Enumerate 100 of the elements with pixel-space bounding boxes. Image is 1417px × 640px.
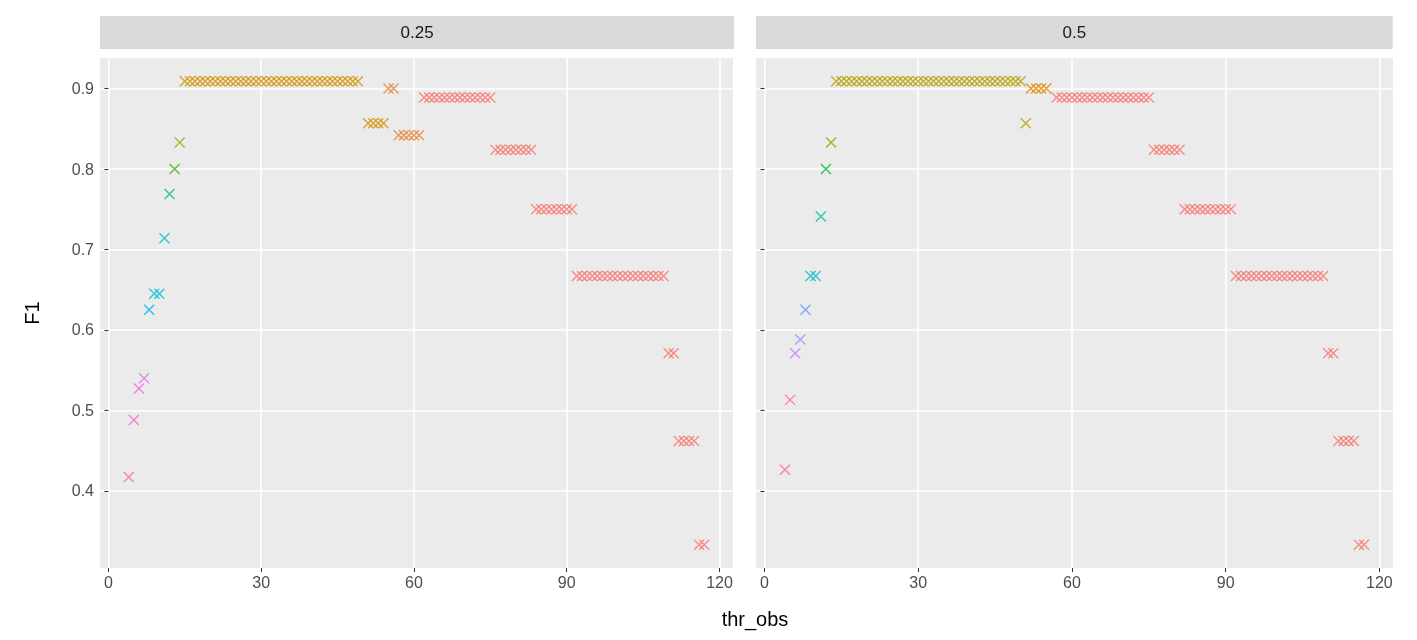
- point: [810, 270, 822, 282]
- point: [984, 75, 996, 88]
- point: [474, 91, 486, 104]
- point: [143, 304, 155, 316]
- point: [367, 117, 379, 129]
- point: [184, 75, 196, 88]
- point: [347, 75, 359, 88]
- point: [403, 129, 415, 141]
- point: [235, 75, 247, 88]
- point: [331, 75, 344, 88]
- x-axis-title: thr_obs: [720, 608, 790, 631]
- point: [673, 435, 685, 447]
- point: [627, 270, 639, 282]
- point: [820, 163, 832, 175]
- point: [1004, 75, 1017, 88]
- x-tick-label: 60: [405, 573, 423, 591]
- point: [448, 91, 461, 104]
- point: [794, 333, 807, 346]
- x-tick-label: 90: [1216, 573, 1235, 591]
- point: [265, 75, 278, 88]
- point: [174, 136, 186, 149]
- point: [861, 75, 873, 88]
- point: [413, 129, 425, 141]
- point: [825, 136, 837, 149]
- point: [275, 75, 288, 88]
- point: [128, 414, 140, 426]
- point: [296, 75, 308, 88]
- point: [606, 270, 619, 282]
- point: [647, 270, 659, 282]
- point: [494, 144, 507, 156]
- y-tick-label: 0.6: [71, 321, 95, 339]
- point: [953, 75, 965, 88]
- point: [230, 75, 242, 88]
- x-tick-label: 120: [1366, 573, 1393, 591]
- point: [133, 382, 145, 395]
- point: [260, 75, 272, 88]
- point: [652, 270, 665, 282]
- point: [622, 270, 634, 282]
- point: [377, 117, 390, 129]
- x-tick-label: 0: [760, 573, 769, 591]
- point: [408, 129, 420, 141]
- point: [209, 75, 222, 88]
- point: [158, 232, 171, 244]
- point: [571, 270, 583, 282]
- point: [566, 203, 578, 215]
- point: [454, 91, 466, 104]
- point: [398, 129, 410, 141]
- point: [968, 75, 981, 88]
- point: [301, 75, 313, 88]
- point: [866, 75, 878, 88]
- point: [392, 129, 405, 141]
- point: [306, 75, 318, 88]
- point: [148, 287, 160, 300]
- point: [922, 75, 935, 88]
- x-tick-label: 30: [252, 573, 271, 591]
- point: [698, 538, 710, 551]
- point: [851, 75, 863, 88]
- point: [933, 75, 945, 88]
- point: [459, 91, 471, 104]
- point: [194, 75, 206, 88]
- x-tick-label: 30: [909, 573, 928, 591]
- point: [515, 144, 527, 156]
- point: [897, 75, 909, 88]
- point: [250, 75, 262, 88]
- point: [1040, 82, 1053, 95]
- point: [489, 144, 502, 156]
- point: [240, 75, 252, 88]
- chart-title: 0.5: [1062, 23, 1087, 42]
- point: [683, 435, 695, 447]
- chart-title: 0.25: [400, 23, 434, 42]
- point: [662, 347, 675, 359]
- point: [601, 270, 614, 282]
- y-axis-title: F1: [21, 301, 43, 325]
- point: [1025, 82, 1037, 95]
- point: [286, 75, 298, 88]
- point: [479, 91, 491, 104]
- point: [291, 75, 303, 88]
- point: [1014, 75, 1027, 88]
- x-tick-label: 120: [706, 573, 733, 591]
- point: [804, 270, 817, 282]
- point: [525, 144, 537, 156]
- point: [336, 75, 349, 88]
- point: [505, 144, 517, 156]
- point: [912, 75, 924, 88]
- point: [219, 75, 232, 88]
- point: [123, 471, 135, 483]
- point: [255, 75, 267, 88]
- point: [907, 75, 919, 88]
- point: [994, 75, 1006, 88]
- point: [637, 270, 649, 282]
- point: [530, 203, 542, 215]
- point: [280, 75, 293, 88]
- point: [372, 117, 385, 129]
- point: [1020, 117, 1032, 129]
- point: [1035, 82, 1047, 95]
- point: [999, 75, 1012, 88]
- point: [535, 203, 547, 215]
- point: [433, 91, 446, 104]
- point: [423, 91, 435, 104]
- y-tick-label: 0.9: [71, 80, 95, 98]
